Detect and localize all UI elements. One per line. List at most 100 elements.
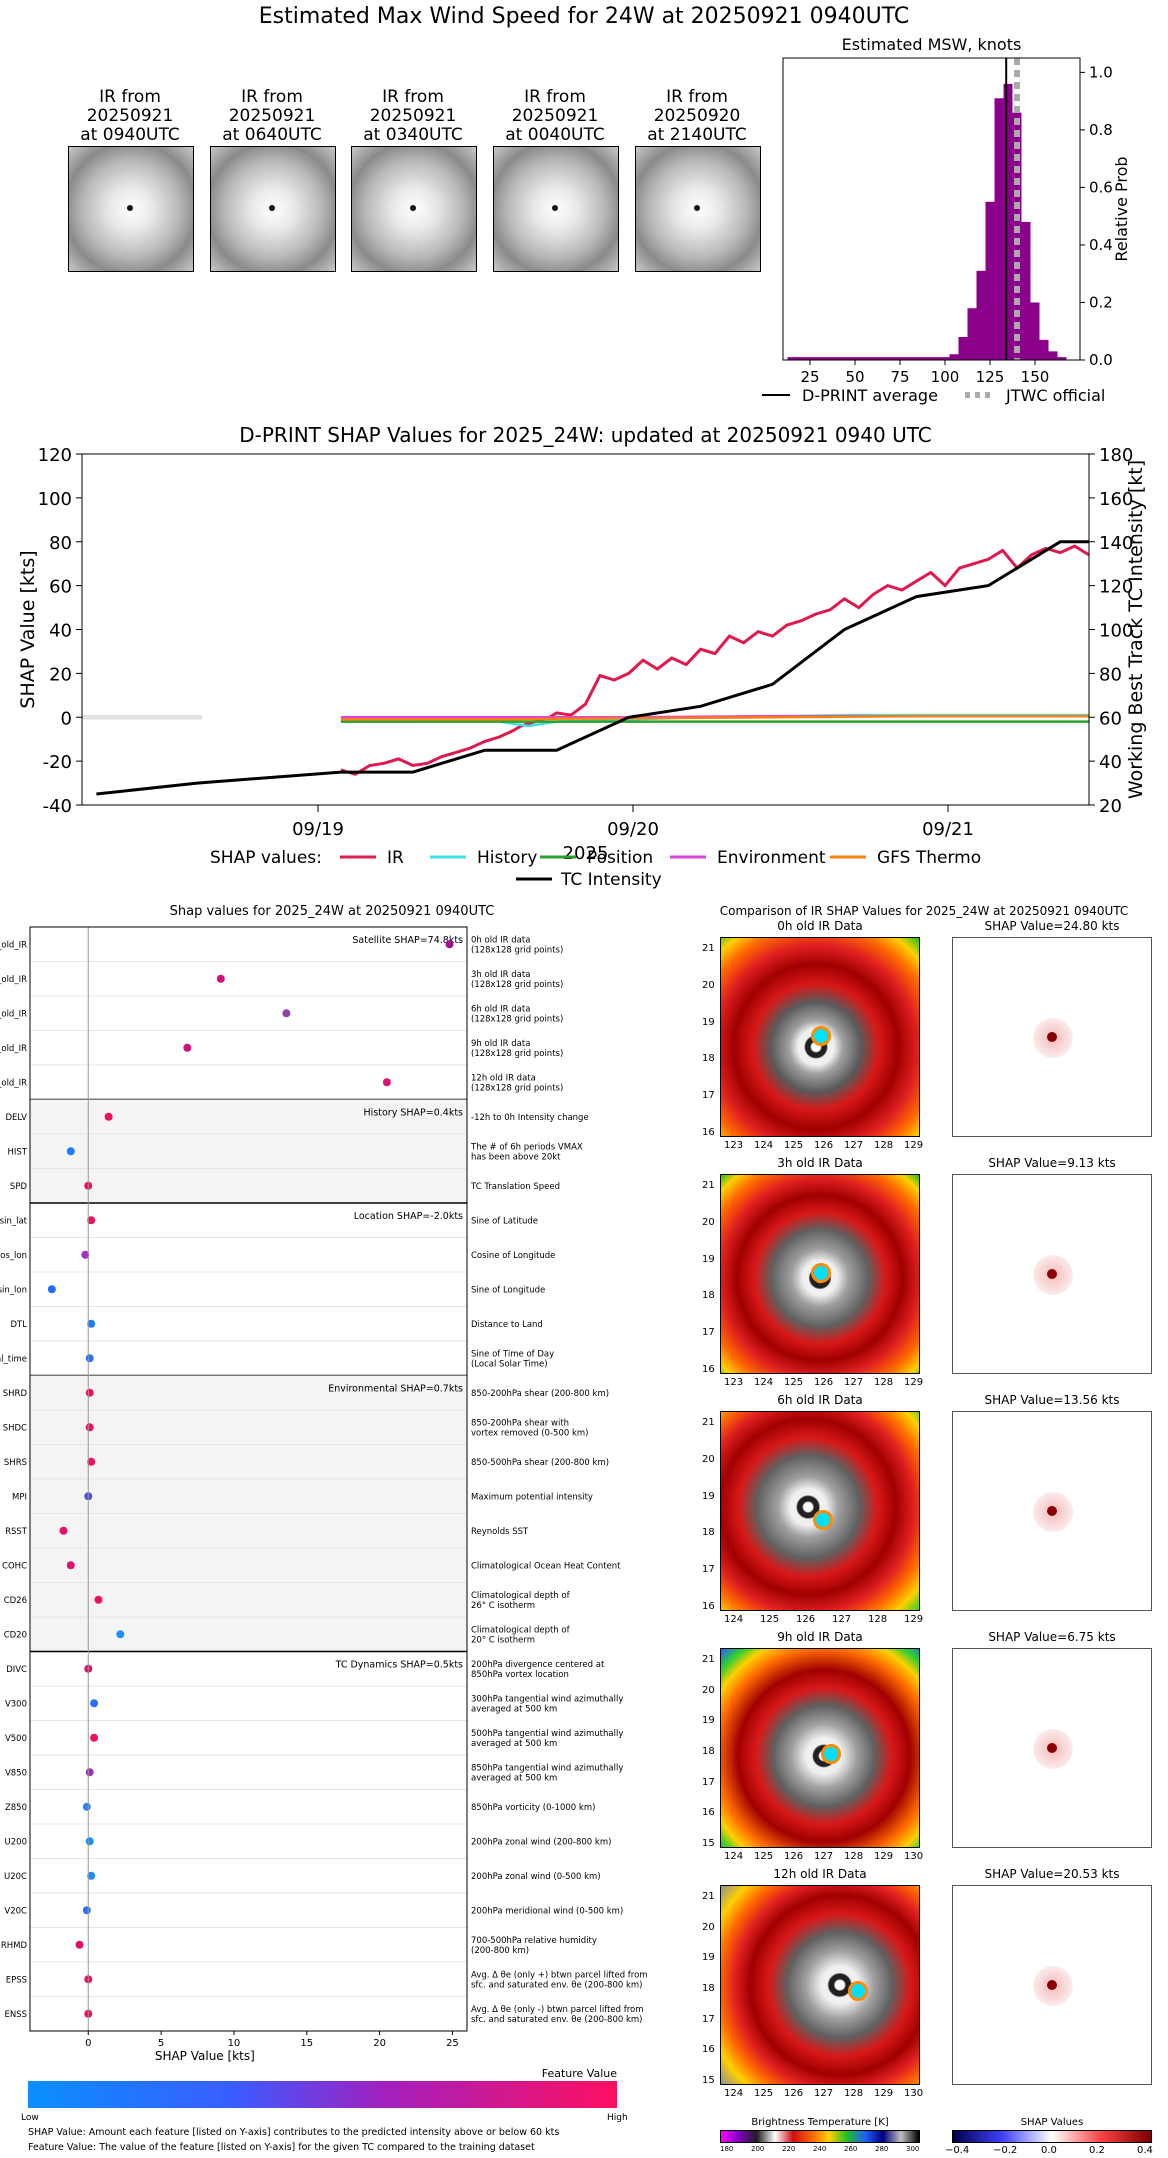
feature-description: vortex removed (0-500 km) — [471, 1428, 588, 1438]
thumbnail-caption-line: IR from — [99, 87, 161, 107]
feature-name: SPD — [10, 1182, 28, 1192]
shap-colorbar-tick: 0.0 — [1041, 2145, 1057, 2156]
shap-panel-title: SHAP Value=24.80 kts — [984, 919, 1120, 933]
ir-panel-title: 9h old IR Data — [777, 1630, 863, 1644]
feature-dot — [87, 1871, 96, 1880]
feature-description: 200hPa zonal wind (200-800 km) — [471, 1837, 611, 1847]
feature-description: 850-500hPa shear (200-800 km) — [471, 1458, 609, 1468]
feature-name: ENSS — [4, 2010, 27, 2020]
timeseries-xlabel: 2025 — [563, 843, 609, 864]
thumbnail-caption-line: at 0940UTC — [80, 125, 180, 145]
feature-description: 850-200hPa shear with — [471, 1418, 569, 1428]
shap-hotspot — [1047, 1980, 1057, 1990]
y2-tick-label: 40 — [1099, 752, 1122, 773]
histogram-bar — [931, 357, 941, 360]
histogram-bar — [1030, 302, 1040, 360]
y-tick-label: 0 — [61, 708, 72, 729]
footer-line-2: Feature Value: The value of the feature … — [28, 2142, 535, 2153]
histogram-bar — [1003, 83, 1013, 360]
feature-description: Sine of Time of Day — [471, 1349, 554, 1359]
ir-panel-title: 3h old IR Data — [777, 1156, 863, 1170]
legend-label: History — [477, 848, 537, 868]
lon-tick-label: 126 — [784, 2088, 804, 2099]
feature-name: sin_local_time — [0, 1354, 27, 1364]
histogram-bar — [958, 336, 968, 360]
scatter-xlabel: SHAP Value [kts] — [155, 2049, 255, 2063]
timeseries-title: D-PRINT SHAP Values for 2025_24W: update… — [239, 423, 931, 447]
feature-description: (128x128 grid points) — [471, 1049, 563, 1059]
feature-dot — [85, 1768, 94, 1777]
histogram-bar — [868, 357, 878, 360]
thumbnail-caption-line: 20250920 — [653, 106, 741, 126]
footer-line-1: SHAP Value: Amount each feature [listed … — [28, 2127, 559, 2138]
feature-description: 850-200hPa shear (200-800 km) — [471, 1389, 609, 1399]
thumbnail-caption-line: 20250921 — [511, 106, 599, 126]
feature-description: Sine of Latitude — [471, 1216, 538, 1226]
legend-label-jtwc: JTWC official — [1005, 386, 1105, 405]
thumbnail-caption-line: IR from — [382, 87, 444, 107]
lat-tick-label: 18 — [702, 1290, 715, 1302]
lon-tick-label: 124 — [724, 1851, 744, 1862]
feature-description: (Local Solar Time) — [471, 1359, 548, 1369]
shap-panel-title: SHAP Value=6.75 kts — [988, 1630, 1116, 1644]
shap-hotspot — [1047, 1743, 1057, 1753]
feature-name: 3h_old_IR — [0, 975, 27, 985]
lat-tick-label: 19 — [702, 1016, 715, 1028]
feature-name: V300 — [5, 1699, 27, 1709]
histogram-bar — [895, 357, 905, 360]
lat-tick-label: 17 — [702, 1564, 715, 1576]
histogram-bar — [832, 357, 842, 360]
legend-label: IR — [387, 848, 404, 868]
group-label: Satellite SHAP=74.8kts — [352, 935, 463, 946]
feature-description: sfc. and saturated env. θe (200-800 km) — [471, 2015, 643, 2025]
histogram-bar — [787, 357, 797, 360]
shap-panel-title: SHAP Value=13.56 kts — [984, 1393, 1120, 1407]
shap-map-image — [952, 1174, 1152, 1374]
thumbnail-caption-line: at 0340UTC — [363, 125, 463, 145]
eye-marker — [694, 205, 700, 211]
ir-panel-title: 12h old IR Data — [773, 1867, 867, 1881]
legend-label: Position — [587, 848, 653, 868]
x-tick-label: 75 — [890, 368, 909, 386]
bt-colorbar-tick: 300 — [906, 2145, 920, 2153]
lat-tick-label: 15 — [702, 2075, 715, 2086]
shap-colorbar-title: SHAP Values — [1020, 2117, 1084, 2128]
lat-tick-label: 19 — [702, 1952, 715, 1964]
feature-description: has been above 20kt — [471, 1152, 561, 1162]
shap-hotspot — [1047, 1506, 1057, 1516]
lat-tick-label: 17 — [702, 1327, 715, 1339]
shap-colorbar-tick: 0.4 — [1137, 2145, 1153, 2156]
feature-name: SHDC — [3, 1423, 27, 1433]
feature-name: V20C — [4, 1906, 27, 1916]
feature-description: 26° C isotherm — [471, 1601, 535, 1611]
lon-tick-label: 129 — [904, 1377, 924, 1388]
feature-dot — [90, 1733, 99, 1742]
histogram-bar — [922, 357, 932, 360]
histogram-bar — [805, 357, 815, 360]
y-tick-label: -20 — [43, 752, 72, 773]
zero-band — [82, 715, 202, 720]
histogram-ylabel: Relative Prob — [1112, 156, 1131, 261]
shap-colorbar — [952, 2130, 1152, 2143]
y-tick-label: 0.4 — [1089, 236, 1113, 254]
feature-dot — [282, 1009, 291, 1018]
lon-tick-label: 129 — [904, 1614, 924, 1625]
timeseries-y2label: Working Best Track TC Intensity [kt] — [1125, 460, 1147, 799]
lon-tick-label: 129 — [874, 1851, 894, 1862]
group-shading — [30, 1099, 467, 1203]
lon-tick-label: 127 — [844, 1140, 864, 1151]
ir-satellite-image — [720, 1174, 920, 1374]
feature-dot — [66, 1147, 75, 1156]
thumbnail-caption-line: at 0040UTC — [505, 125, 605, 145]
histogram-bar — [814, 357, 824, 360]
feature-name: DTL — [11, 1320, 28, 1330]
shap-panel-title: SHAP Value=20.53 kts — [984, 1867, 1120, 1881]
legend-label: GFS Thermo — [877, 848, 981, 868]
thumbnail-caption: IR from 20250921 at 0940UTC — [60, 88, 200, 145]
legend-prefix: SHAP values: — [210, 848, 322, 868]
lat-tick-label: 16 — [702, 1601, 715, 1612]
feature-dot — [87, 1457, 96, 1466]
histogram-bar — [985, 201, 995, 360]
x-tick-label: 0 — [85, 2038, 91, 2049]
feature-name: cos_lon — [0, 1251, 27, 1261]
